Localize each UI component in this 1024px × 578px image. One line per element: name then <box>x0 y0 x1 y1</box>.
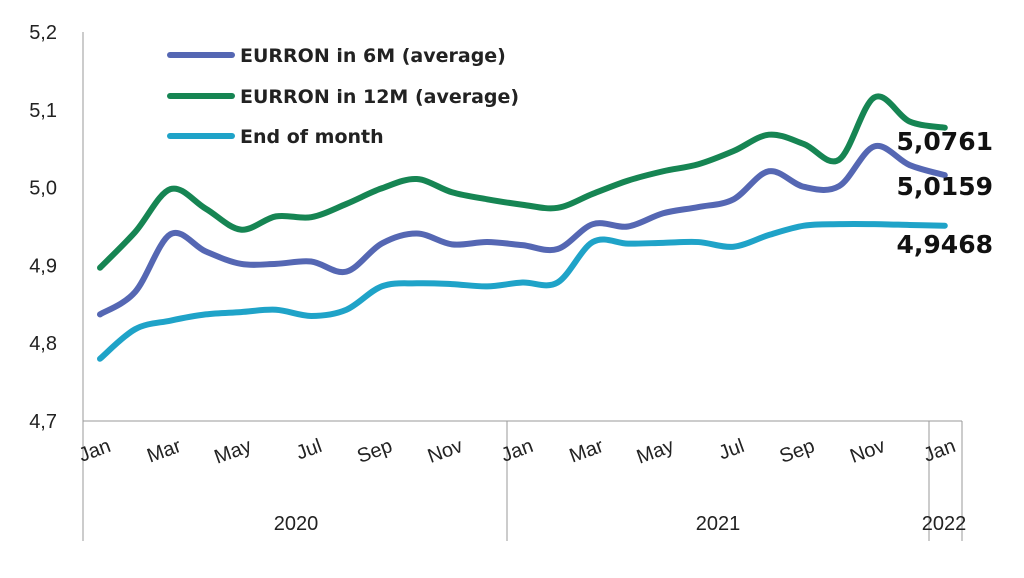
series-lines <box>97 93 948 362</box>
end-value-label: 5,0159 <box>897 172 993 201</box>
x-tick-label: Sep <box>777 435 818 468</box>
legend-label: EURRON in 12M (average) <box>240 86 519 108</box>
x-tick-label: Mar <box>144 435 184 468</box>
end-value-label: 4,9468 <box>897 230 993 259</box>
legend-label: End of month <box>240 126 384 148</box>
y-tick-label: 4,8 <box>29 333 57 355</box>
x-axis-ticks: Jan Mar May Jul Sep Nov Jan Mar May Jul Sep Nov Jan <box>76 435 959 469</box>
y-tick-label: 4,7 <box>29 411 57 433</box>
y-tick-label: 5,2 <box>29 22 57 44</box>
y-axis-ticks: 4,7 4,8 4,9 5,0 5,1 5,2 <box>29 22 57 433</box>
x-tick-label: Jan <box>921 435 959 467</box>
y-tick-label: 5,1 <box>29 100 57 122</box>
x-tick-label: May <box>211 435 254 469</box>
year-labels: 2020 2021 2022 <box>274 513 967 535</box>
x-tick-label: May <box>634 435 677 469</box>
series-line-1 <box>97 142 948 318</box>
legend: EURRON in 6M (average) EURRON in 12M (ave… <box>167 45 519 148</box>
x-tick-label: Mar <box>567 435 607 468</box>
year-label: 2021 <box>696 513 741 535</box>
year-label: 2022 <box>922 513 967 535</box>
x-tick-label: Jan <box>76 435 114 467</box>
x-tick-label: Jan <box>498 435 536 467</box>
series-line-2 <box>97 93 948 271</box>
x-tick-label: Jul <box>716 435 748 464</box>
x-tick-label: Jul <box>293 435 325 464</box>
y-tick-label: 5,0 <box>29 178 57 200</box>
year-label: 2020 <box>274 513 319 535</box>
x-tick-label: Nov <box>425 435 466 468</box>
x-tick-label: Nov <box>847 435 888 468</box>
y-tick-label: 4,9 <box>29 255 57 277</box>
series-line-3 <box>97 221 948 362</box>
axes <box>82 32 963 541</box>
x-tick-label: Sep <box>354 435 395 468</box>
end-value-labels: 5,0761 5,0159 4,9468 <box>897 127 993 259</box>
end-value-label: 5,0761 <box>897 127 993 156</box>
legend-label: EURRON in 6M (average) <box>240 45 506 67</box>
